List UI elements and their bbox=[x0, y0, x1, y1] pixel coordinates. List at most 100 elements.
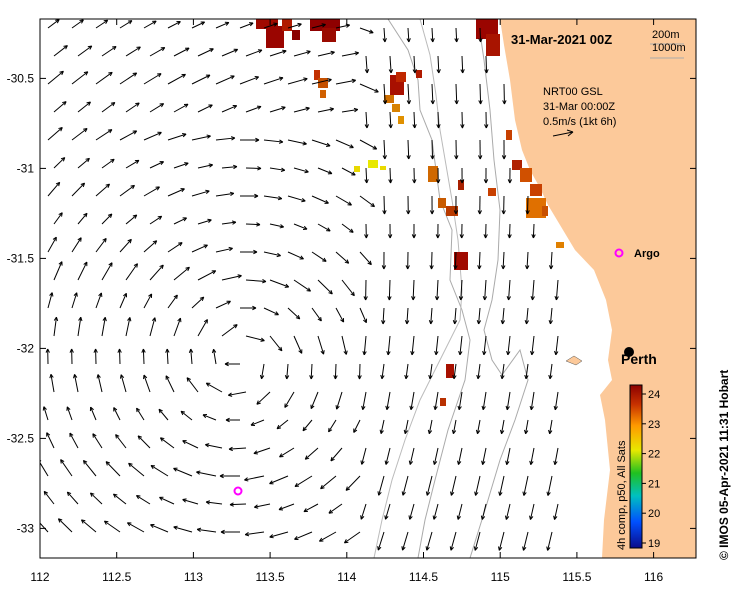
current-arrow-head bbox=[55, 181, 61, 187]
current-arrow bbox=[43, 491, 55, 505]
current-arrow bbox=[149, 161, 164, 169]
current-arrow bbox=[206, 382, 223, 393]
current-arrow bbox=[191, 244, 208, 253]
current-arrow-head bbox=[130, 184, 135, 190]
current-arrow-head bbox=[110, 158, 115, 163]
current-arrow bbox=[293, 50, 311, 57]
current-arrow bbox=[330, 447, 343, 462]
current-arrow bbox=[359, 307, 367, 323]
current-arrow bbox=[95, 19, 108, 29]
current-arrow bbox=[378, 475, 385, 496]
current-arrow-head bbox=[284, 403, 289, 408]
current-arrow-head bbox=[506, 296, 511, 301]
current-arrow bbox=[101, 213, 113, 225]
current-arrow bbox=[389, 111, 392, 129]
current-arrow-head bbox=[326, 142, 331, 147]
current-arrow bbox=[407, 27, 410, 43]
current-arrow bbox=[173, 317, 181, 337]
current-arrow-head bbox=[262, 279, 267, 284]
current-arrow-head bbox=[350, 291, 355, 297]
current-arrow bbox=[173, 266, 190, 281]
current-arrow bbox=[58, 518, 73, 533]
current-arrow-head bbox=[353, 107, 359, 113]
current-arrow bbox=[245, 335, 265, 342]
current-arrow-head bbox=[60, 459, 65, 464]
current-arrow bbox=[182, 440, 199, 449]
current-arrow bbox=[269, 106, 286, 113]
current-arrow-head bbox=[228, 446, 233, 452]
current-arrow-head bbox=[320, 350, 325, 355]
current-arrow bbox=[345, 475, 361, 491]
current-arrow-head bbox=[126, 522, 132, 527]
current-arrow bbox=[143, 186, 160, 197]
current-arrow-head bbox=[504, 515, 510, 520]
current-arrow-head bbox=[304, 455, 310, 460]
current-arrow bbox=[120, 374, 127, 393]
current-arrow bbox=[263, 307, 279, 316]
current-arrow-head bbox=[481, 405, 486, 411]
current-arrow bbox=[128, 462, 145, 477]
perth-marker: Perth bbox=[621, 347, 657, 367]
current-arrow-head bbox=[98, 292, 103, 297]
current-arrow-head bbox=[157, 215, 163, 220]
current-arrow bbox=[317, 335, 325, 355]
current-arrow-head bbox=[353, 428, 358, 433]
current-arrow bbox=[328, 419, 337, 433]
current-arrow-head bbox=[278, 76, 284, 81]
current-arrow-head bbox=[137, 435, 143, 440]
current-arrow-head bbox=[478, 38, 483, 43]
current-arrow-head bbox=[458, 296, 464, 301]
current-arrow-head bbox=[477, 155, 483, 160]
current-arrow bbox=[119, 130, 137, 141]
current-arrow bbox=[173, 162, 189, 169]
current-arrow-head bbox=[159, 103, 165, 108]
current-arrow bbox=[365, 111, 368, 128]
current-arrow bbox=[311, 139, 331, 147]
current-arrow bbox=[119, 20, 133, 29]
current-arrow bbox=[229, 503, 247, 506]
current-arrow-head bbox=[505, 460, 510, 465]
current-arrow-head bbox=[435, 179, 441, 184]
current-arrow bbox=[431, 139, 434, 160]
current-arrow bbox=[431, 83, 434, 105]
current-arrow-head bbox=[57, 518, 63, 523]
current-arrow bbox=[167, 242, 183, 253]
current-arrow-head bbox=[382, 38, 387, 43]
current-arrow-head bbox=[428, 374, 433, 380]
current-arrow-head bbox=[382, 210, 387, 215]
current-arrow-head bbox=[505, 405, 510, 411]
current-arrow-head bbox=[330, 50, 335, 56]
current-arrow-head bbox=[136, 495, 141, 500]
current-arrow-head bbox=[35, 518, 39, 522]
colorbar-tick-label: 23 bbox=[648, 419, 660, 431]
current-arrow-head bbox=[173, 467, 178, 472]
current-arrow bbox=[317, 279, 333, 295]
current-arrow bbox=[150, 465, 169, 477]
current-arrow bbox=[411, 335, 415, 355]
current-arrow bbox=[215, 300, 231, 309]
current-arrow-head bbox=[412, 179, 417, 184]
current-arrow-head bbox=[105, 183, 110, 189]
current-arrow-head bbox=[89, 492, 95, 497]
current-arrow-head bbox=[382, 100, 388, 105]
current-arrow-head bbox=[45, 348, 50, 353]
current-arrow bbox=[523, 475, 529, 496]
current-arrow-head bbox=[529, 515, 534, 520]
current-arrow-head bbox=[507, 234, 512, 239]
current-arrow bbox=[90, 492, 103, 505]
current-arrow-head bbox=[321, 23, 326, 28]
current-arrow bbox=[165, 375, 175, 393]
current-arrow-head bbox=[370, 202, 375, 208]
y-tick-label: -31 bbox=[17, 161, 35, 175]
current-arrow-head bbox=[230, 136, 236, 141]
current-arrow-head bbox=[66, 406, 71, 411]
current-arrow-head bbox=[42, 406, 47, 411]
current-arrow bbox=[526, 195, 529, 215]
current-arrow-head bbox=[411, 296, 416, 301]
current-arrow bbox=[245, 223, 261, 226]
current-arrow-head bbox=[454, 38, 459, 43]
current-arrow-head bbox=[211, 270, 217, 275]
current-arrow-head bbox=[176, 21, 181, 26]
current-arrow-head bbox=[134, 159, 140, 164]
current-arrow-head bbox=[259, 374, 265, 380]
